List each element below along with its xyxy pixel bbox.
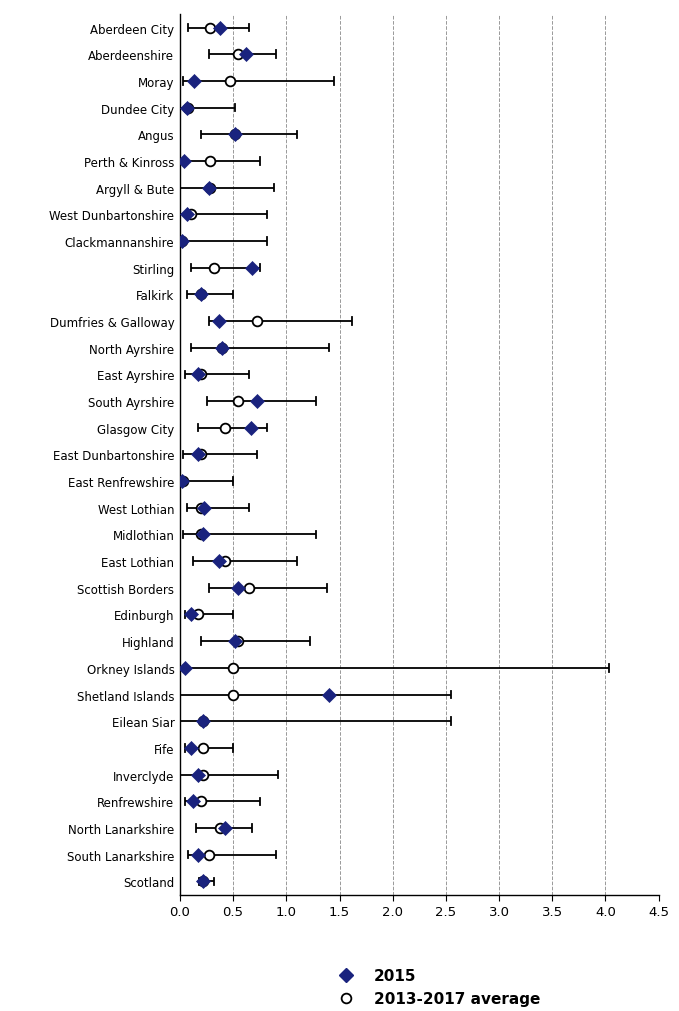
- Legend: 2015, 2013-2017 average: 2015, 2013-2017 average: [331, 969, 540, 1006]
